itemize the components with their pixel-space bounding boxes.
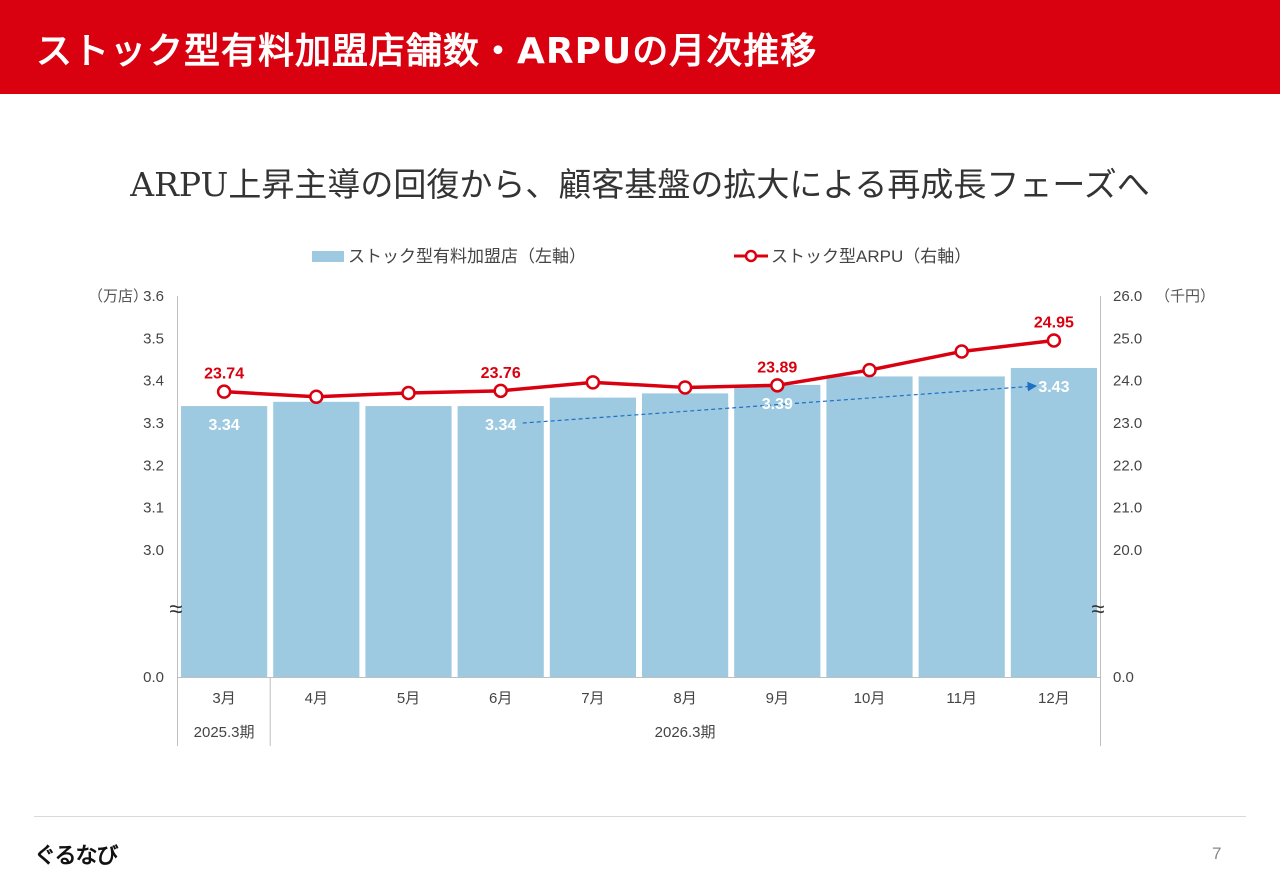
x-tick-label: 12月	[1038, 690, 1070, 707]
bar-value-label: 3.39	[762, 396, 793, 413]
arpu-line	[224, 338, 1055, 399]
arpu-point-10月	[862, 362, 877, 378]
x-tick-label: 11月	[946, 690, 977, 707]
bar-7月	[549, 397, 636, 677]
bar-value-label: 3.34	[485, 417, 516, 434]
x-tick-label: 7月	[581, 690, 604, 707]
arpu-point-4月	[309, 389, 324, 405]
x-tick-label: 9月	[766, 690, 789, 707]
left-tick-label: 3.3	[143, 415, 164, 432]
right-axis-break-icon: ≈	[1091, 596, 1104, 623]
right-tick-label: 26.0	[1113, 288, 1142, 305]
right-axis-unit: （千円）	[1155, 288, 1215, 305]
left-tick-label: 3.6	[143, 288, 164, 305]
bar-6月	[457, 406, 544, 677]
right-tick-label: 20.0	[1113, 542, 1142, 559]
arpu-point-7月	[585, 375, 601, 390]
arpu-value-label: 23.76	[481, 365, 521, 382]
left-tick-label: 3.1	[143, 500, 164, 517]
arpu-point-9月	[770, 378, 785, 393]
arpu-value-label: 23.89	[757, 359, 797, 376]
bar-12月	[1010, 367, 1097, 677]
right-tick-label: 0.0	[1113, 669, 1134, 686]
gurunavi-logo: ぐるなび	[34, 844, 119, 869]
arpu-value-label: 23.74	[204, 366, 244, 383]
legend-bar-swatch	[312, 251, 344, 262]
legend-bar-label: ストック型有料加盟店（左軸）	[348, 247, 586, 266]
slide-subtitle: ARPU上昇主導の回復から、顧客基盤の拡大による再成長フェーズへ	[130, 165, 1150, 204]
x-tick-label: 5月	[397, 690, 420, 707]
page-title: ストック型有料加盟店舗数・ARPUの月次推移	[36, 31, 818, 72]
x-tick-label: 6月	[489, 690, 512, 707]
bar-value-label: 3.34	[209, 417, 240, 434]
legend-line-label: ストック型ARPU（右軸）	[771, 247, 971, 266]
arpu-value-label: 24.95	[1034, 314, 1074, 331]
arpu-point-8月	[677, 380, 693, 395]
right-tick-label: 22.0	[1113, 457, 1142, 474]
period-label: 2026.3期	[655, 724, 716, 741]
period-label: 2025.3期	[194, 724, 255, 741]
right-tick-label: 23.0	[1113, 415, 1142, 432]
page-number: 7	[1212, 844, 1222, 863]
bar-11月	[918, 376, 1005, 677]
footer-divider	[34, 816, 1246, 817]
bar-10月	[826, 376, 913, 677]
arpu-point-12月	[1046, 333, 1062, 348]
x-tick-label: 10月	[854, 690, 886, 707]
legend-line-marker	[744, 249, 758, 263]
x-tick-label: 4月	[305, 690, 328, 707]
bar-8月	[642, 393, 729, 677]
right-tick-label: 25.0	[1113, 330, 1142, 347]
bar-4月	[273, 401, 360, 677]
bar-value-label: 3.43	[1038, 379, 1069, 396]
arpu-point-6月	[493, 383, 508, 399]
bar-9月	[734, 384, 821, 677]
header-bar: ストック型有料加盟店舗数・ARPUの月次推移	[0, 0, 1280, 94]
left-tick-label: 3.0	[143, 542, 164, 559]
bar-5月	[365, 406, 452, 677]
left-tick-label: 0.0	[143, 669, 164, 686]
arpu-point-5月	[401, 385, 416, 401]
trend-arrow	[522, 381, 1038, 424]
left-tick-label: 3.4	[143, 373, 164, 390]
right-tick-label: 21.0	[1113, 500, 1142, 517]
left-axis-unit: （万店）	[88, 288, 148, 305]
left-axis-break-icon: ≈	[169, 596, 182, 623]
x-tick-label: 8月	[673, 690, 696, 707]
left-tick-label: 3.2	[143, 457, 164, 474]
left-tick-label: 3.5	[143, 330, 164, 347]
arpu-point-11月	[954, 344, 969, 359]
right-tick-label: 24.0	[1113, 373, 1142, 390]
x-tick-label: 3月	[212, 690, 235, 707]
arpu-point-3月	[216, 384, 232, 399]
bar-3月	[181, 406, 268, 677]
